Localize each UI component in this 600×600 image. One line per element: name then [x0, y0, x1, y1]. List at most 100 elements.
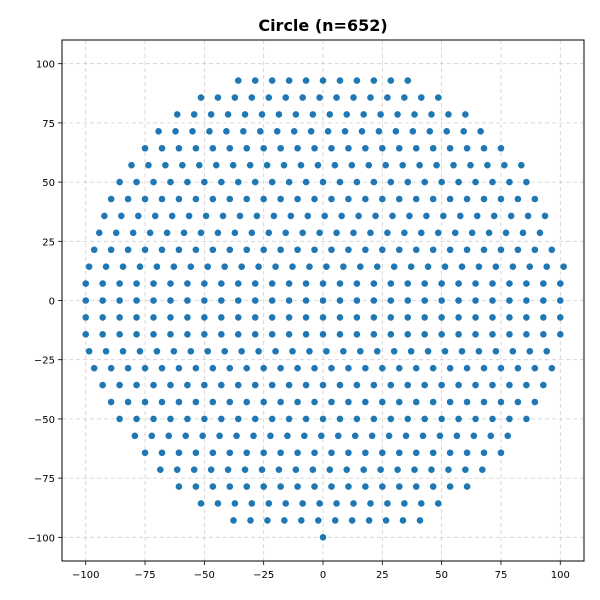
- data-point: [331, 517, 339, 524]
- data-point: [209, 449, 217, 457]
- data-point: [251, 415, 259, 423]
- data-point: [243, 195, 251, 203]
- data-point: [107, 398, 115, 406]
- data-point: [540, 280, 547, 287]
- data-point: [412, 144, 420, 152]
- data-point: [387, 331, 395, 338]
- data-point: [441, 263, 449, 270]
- data-point: [370, 381, 378, 389]
- data-point: [429, 449, 437, 457]
- data-point: [507, 212, 515, 220]
- data-point: [267, 432, 274, 440]
- data-point: [353, 77, 361, 84]
- data-point: [367, 500, 374, 507]
- data-point: [401, 229, 408, 237]
- y-tick-label: −50: [34, 415, 55, 426]
- data-point: [275, 111, 283, 118]
- data-point: [560, 263, 567, 270]
- data-point: [345, 144, 352, 152]
- data-point: [192, 483, 200, 490]
- data-point: [404, 280, 412, 287]
- data-point: [506, 381, 513, 389]
- data-point: [302, 314, 310, 321]
- data-point: [168, 212, 176, 220]
- data-point: [390, 263, 398, 270]
- data-point: [282, 500, 290, 507]
- data-point: [294, 398, 301, 406]
- data-point: [163, 229, 171, 237]
- data-point: [441, 347, 449, 355]
- data-point: [314, 161, 322, 169]
- data-point: [263, 161, 271, 169]
- data-point: [253, 212, 261, 220]
- data-point: [356, 347, 364, 355]
- data-point: [155, 128, 162, 135]
- data-point: [146, 229, 154, 237]
- data-point: [255, 347, 262, 355]
- data-point: [446, 364, 454, 372]
- data-point: [285, 297, 293, 304]
- data-point: [497, 195, 505, 203]
- data-point: [230, 517, 237, 524]
- data-point: [497, 246, 505, 254]
- data-point: [438, 381, 445, 389]
- data-point: [399, 161, 406, 169]
- data-point: [243, 144, 251, 152]
- data-point: [390, 347, 398, 355]
- data-point: [173, 111, 181, 118]
- data-point: [345, 449, 352, 457]
- data-point: [150, 314, 157, 321]
- data-point: [141, 246, 149, 254]
- data-point: [258, 466, 266, 473]
- data-point: [365, 161, 373, 169]
- data-point: [475, 347, 483, 355]
- data-point: [85, 263, 93, 270]
- data-point: [153, 347, 161, 355]
- data-point: [99, 297, 106, 304]
- data-point: [316, 500, 323, 507]
- data-point: [387, 280, 395, 287]
- data-point: [395, 144, 403, 152]
- data-point: [387, 314, 395, 321]
- data-point: [311, 195, 318, 203]
- data-point: [438, 297, 445, 304]
- data-point: [260, 195, 267, 203]
- data-point: [158, 144, 166, 152]
- data-point: [392, 128, 400, 135]
- data-point: [133, 415, 140, 423]
- data-point: [226, 144, 234, 152]
- data-point: [438, 178, 445, 186]
- data-point: [356, 263, 364, 270]
- data-point: [101, 212, 108, 220]
- data-point: [116, 297, 123, 304]
- data-point: [192, 398, 200, 406]
- data-point: [353, 178, 361, 186]
- data-point: [523, 280, 530, 287]
- data-point: [201, 178, 208, 186]
- data-point: [299, 500, 306, 507]
- data-point: [353, 314, 361, 321]
- data-point: [509, 347, 517, 355]
- data-point: [158, 246, 166, 254]
- data-point: [281, 517, 288, 524]
- data-point: [336, 77, 344, 84]
- data-point: [173, 466, 181, 473]
- data-point: [446, 398, 454, 406]
- data-point: [150, 280, 157, 287]
- data-point: [548, 364, 556, 372]
- data-point: [85, 347, 93, 355]
- y-tick-label: 100: [36, 60, 55, 71]
- data-point: [236, 212, 244, 220]
- data-point: [133, 331, 140, 338]
- data-point: [287, 212, 295, 220]
- data-point: [192, 246, 200, 254]
- data-point: [280, 161, 288, 169]
- data-point: [411, 111, 418, 118]
- data-point: [192, 449, 200, 457]
- data-point: [294, 195, 301, 203]
- data-point: [285, 77, 293, 84]
- data-point: [434, 94, 442, 101]
- data-point: [489, 331, 496, 338]
- data-point: [429, 398, 437, 406]
- data-point: [214, 94, 222, 101]
